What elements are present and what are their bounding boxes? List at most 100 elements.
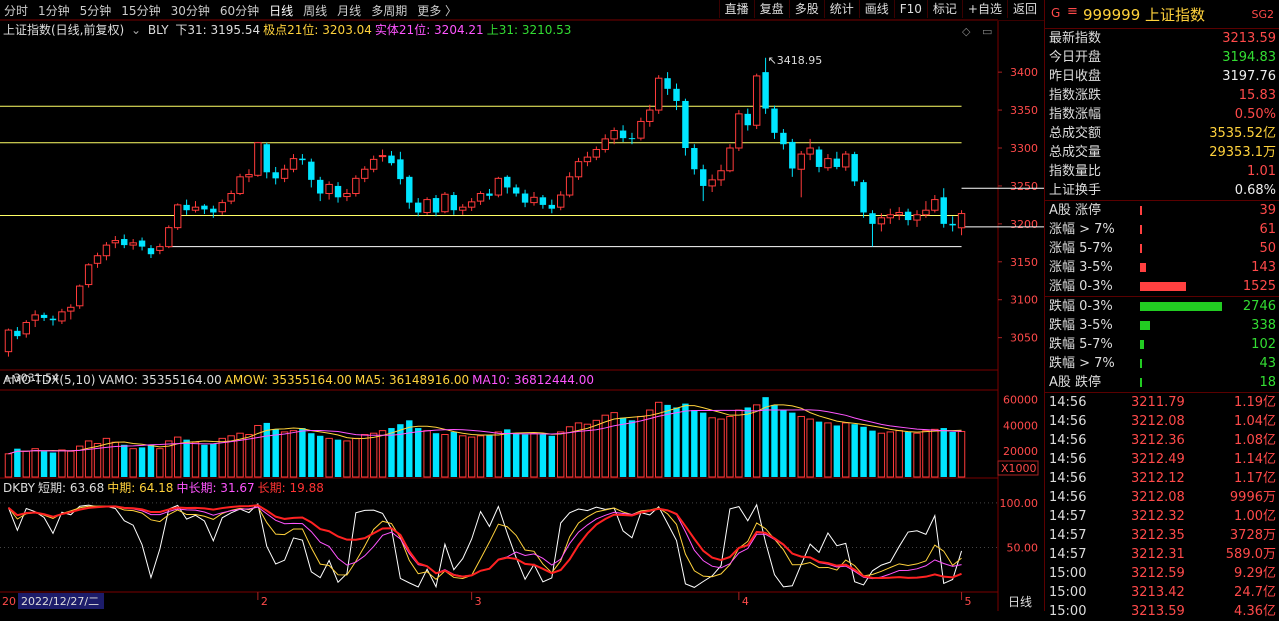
candle[interactable] [931, 199, 939, 211]
candle[interactable] [227, 193, 235, 202]
candle[interactable] [646, 109, 654, 122]
candle[interactable] [744, 113, 751, 126]
candle[interactable] [352, 177, 360, 195]
period-tab-1[interactable]: 1分钟 [38, 4, 70, 18]
candle[interactable] [49, 318, 57, 321]
candle[interactable] [637, 120, 645, 139]
toolbar-button-1[interactable]: 复盘 [753, 0, 789, 18]
menu-icon[interactable]: ≡ [1067, 4, 1078, 19]
candle[interactable] [895, 211, 903, 216]
toolbar-button-6[interactable]: 标记 [926, 0, 962, 18]
candle[interactable] [467, 201, 476, 208]
candle[interactable] [369, 158, 378, 170]
candle[interactable] [173, 204, 182, 229]
candle[interactable] [423, 199, 431, 213]
period-tab-5[interactable]: 60分钟 [219, 4, 260, 18]
candle[interactable] [735, 113, 743, 149]
candle[interactable] [717, 170, 725, 181]
candle[interactable] [138, 240, 146, 247]
candle[interactable] [851, 154, 858, 182]
candle[interactable] [84, 264, 93, 286]
sg-badge[interactable]: SG2 [1251, 8, 1274, 21]
candle[interactable] [218, 202, 226, 213]
candle[interactable] [406, 176, 413, 203]
period-tab-7[interactable]: 周线 [303, 4, 328, 18]
period-tab-2[interactable]: 5分钟 [79, 4, 112, 18]
candle[interactable] [14, 330, 21, 337]
candle[interactable] [22, 321, 30, 335]
period-tab-9[interactable]: 多周期 [371, 4, 408, 18]
group-icon[interactable]: G [1051, 6, 1061, 20]
candle[interactable] [31, 314, 39, 321]
candle[interactable] [93, 255, 102, 264]
candle[interactable] [949, 223, 956, 226]
candle[interactable] [548, 204, 556, 209]
candle[interactable] [67, 306, 75, 312]
candle[interactable] [682, 100, 689, 148]
candle[interactable] [869, 213, 876, 224]
candle[interactable] [780, 132, 787, 145]
candle[interactable] [317, 179, 324, 194]
candle[interactable] [752, 75, 761, 126]
candle[interactable] [40, 314, 48, 318]
candle[interactable] [183, 204, 190, 211]
toolbar-button-2[interactable]: 多股 [788, 0, 824, 18]
candle[interactable] [539, 197, 547, 205]
candle[interactable] [76, 285, 84, 307]
indicator-name[interactable]: BLY [147, 23, 169, 37]
candle[interactable] [361, 168, 369, 179]
period-tab-0[interactable]: 分时 [4, 4, 29, 18]
candle[interactable] [860, 182, 867, 213]
candle[interactable] [459, 206, 467, 211]
candle[interactable] [325, 183, 333, 195]
candle[interactable] [156, 246, 164, 251]
toolbar-button-0[interactable]: 直播 [718, 0, 754, 18]
period-tab-8[interactable]: 月线 [337, 4, 362, 18]
candle[interactable] [806, 147, 814, 155]
candle[interactable] [486, 193, 493, 196]
candle[interactable] [833, 158, 841, 167]
candle[interactable] [664, 78, 671, 89]
candle[interactable] [913, 214, 921, 221]
toolbar-button-3[interactable]: 统计 [823, 0, 859, 18]
candle[interactable] [824, 158, 832, 169]
candle[interactable] [708, 179, 716, 187]
candle[interactable] [388, 155, 395, 164]
candle[interactable] [565, 176, 574, 196]
candle[interactable] [904, 211, 912, 221]
candle[interactable] [210, 208, 217, 213]
candle[interactable] [334, 185, 342, 198]
candle[interactable] [957, 213, 966, 229]
candle[interactable] [191, 206, 200, 211]
candle[interactable] [601, 138, 609, 151]
candle[interactable] [557, 194, 565, 208]
candle[interactable] [619, 130, 627, 139]
expand-icon[interactable]: ▭ [982, 25, 992, 38]
period-tab-4[interactable]: 30分钟 [170, 4, 210, 18]
candle[interactable] [245, 174, 253, 178]
chevron-down-icon[interactable]: ⌄ [131, 23, 142, 37]
candle[interactable] [236, 176, 244, 195]
candle[interactable] [432, 198, 440, 213]
candle[interactable] [673, 88, 680, 101]
candle[interactable] [610, 130, 618, 140]
candle[interactable] [940, 197, 947, 224]
candle[interactable] [299, 158, 306, 161]
candle[interactable] [521, 193, 529, 203]
candle[interactable] [530, 196, 538, 204]
candle[interactable] [886, 214, 894, 219]
candle[interactable] [815, 149, 823, 167]
period-tab-6[interactable]: 日线 [269, 4, 294, 18]
candle[interactable] [700, 169, 707, 186]
candle[interactable] [877, 217, 886, 225]
chart-canvas[interactable]: ◇ ▭ 3050 3100 3150 3200 3250 3300 3350 3400 20000 4… [0, 0, 1044, 611]
candle[interactable] [583, 156, 592, 163]
candle[interactable] [476, 193, 485, 202]
candle[interactable] [58, 311, 66, 322]
candle[interactable] [441, 193, 449, 213]
toolbar-button-8[interactable]: 返回 [1006, 0, 1042, 18]
candle[interactable] [4, 329, 13, 353]
candle[interactable] [289, 158, 298, 170]
candle[interactable] [797, 153, 805, 170]
candle[interactable] [102, 244, 111, 257]
